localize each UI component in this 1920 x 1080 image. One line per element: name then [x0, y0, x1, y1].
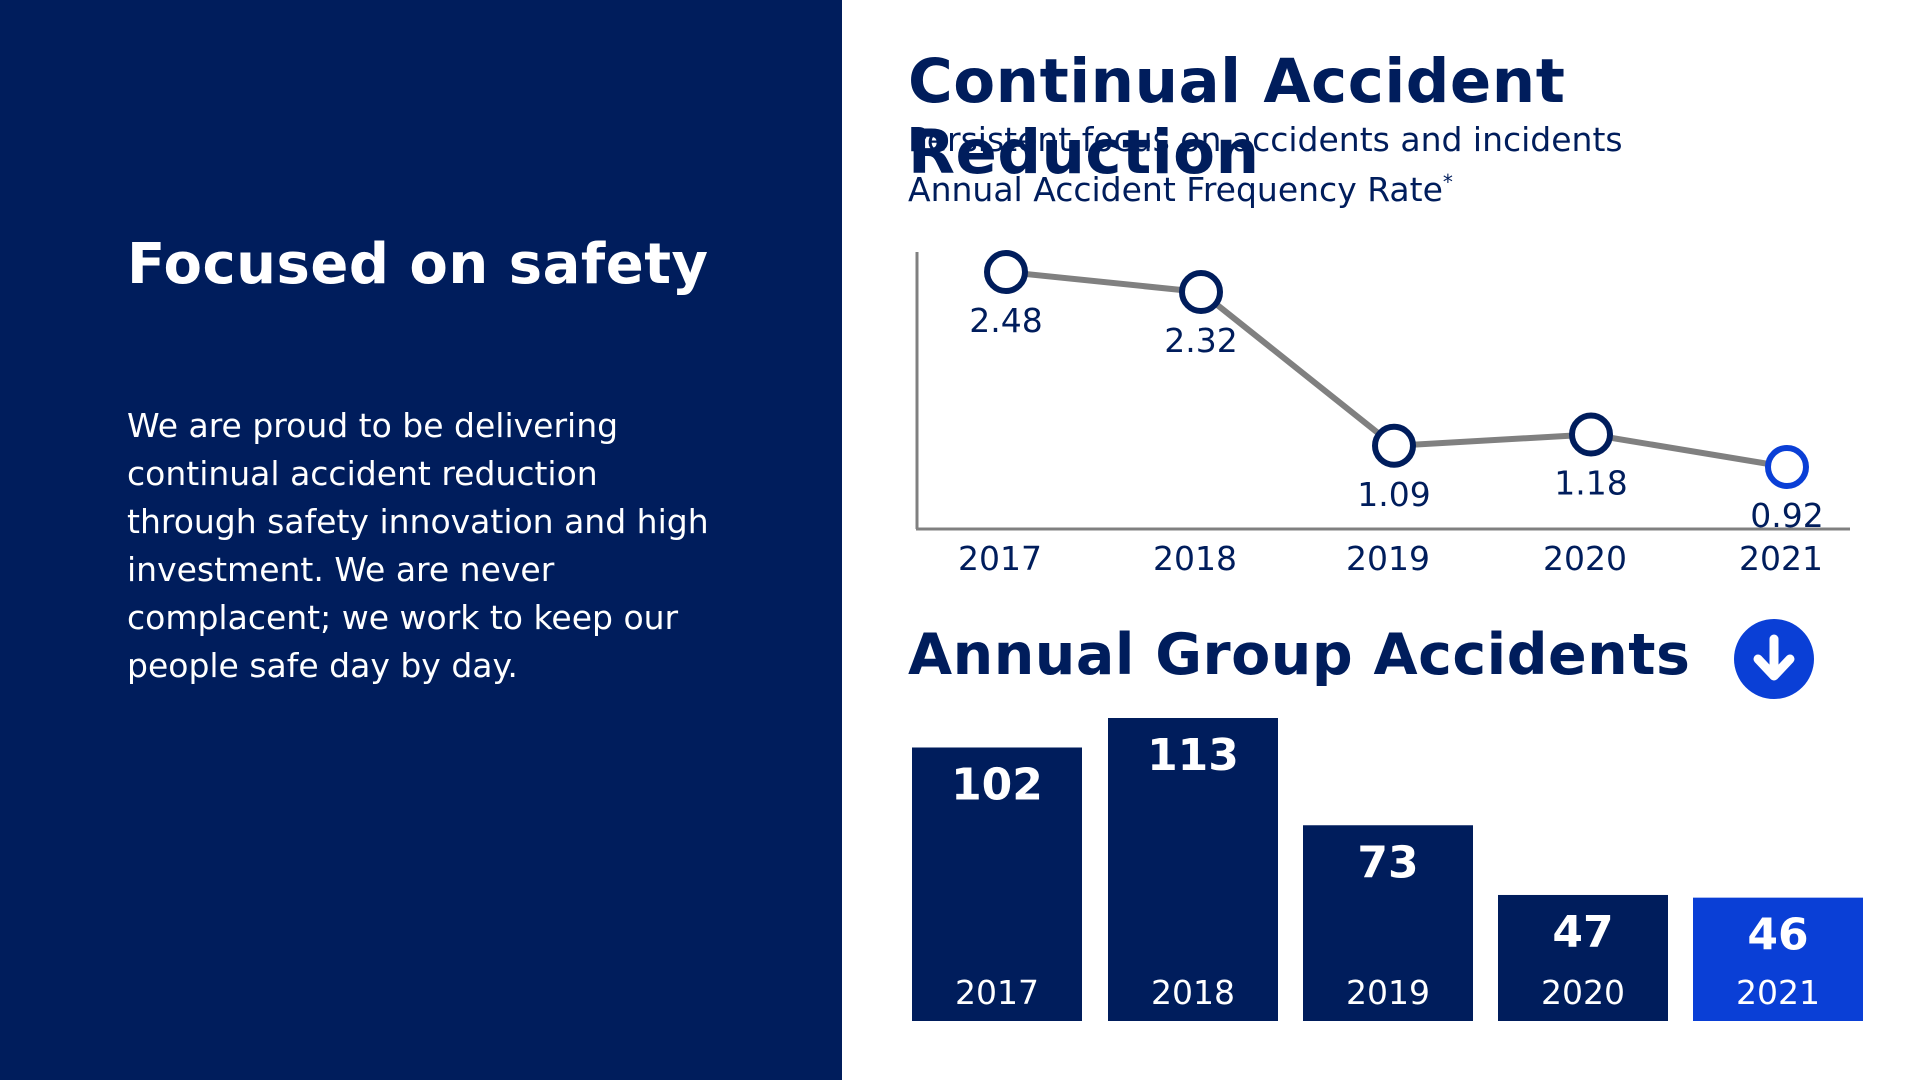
bar-value-label: 102: [951, 759, 1043, 810]
bar-value-label: 46: [1747, 910, 1808, 961]
bar-category-label: 2019: [1346, 973, 1430, 1012]
bar-chart-title: Annual Group Accidents: [908, 622, 1691, 688]
bar-value-label: 47: [1552, 907, 1613, 958]
page-title: Continual Accident Reduction: [908, 46, 1566, 188]
line-x-tick-label: 2019: [1346, 539, 1430, 578]
bar: [1693, 897, 1863, 1021]
line-data-label: 1.09: [1357, 475, 1430, 514]
bar: [1498, 894, 1668, 1021]
line-x-tick-label: 2020: [1543, 539, 1627, 578]
bar: [1108, 718, 1278, 1021]
line-data-label: 2.32: [1164, 321, 1237, 360]
left-title: Focused on safety: [127, 232, 709, 297]
bar: [912, 747, 1082, 1021]
left-panel: Focused on safety We are proud to be del…: [0, 0, 842, 1080]
line-point: [1765, 445, 1809, 489]
line-data-label: 2.48: [969, 301, 1042, 340]
line-point: [1179, 270, 1223, 314]
bar: [1303, 825, 1473, 1021]
line-point: [984, 250, 1028, 294]
line-point: [1372, 423, 1416, 468]
bar-value-label: 73: [1357, 837, 1418, 888]
footnote-marker: *: [1442, 170, 1453, 194]
line-x-tick-label: 2017: [958, 539, 1042, 578]
arrow-down-glyph: [1753, 634, 1795, 681]
bar-category-label: 2020: [1541, 973, 1625, 1012]
line-chart-title: Annual Accident Frequency Rate*: [908, 170, 1453, 209]
line-data-label: 1.18: [1554, 464, 1627, 503]
arrow-down-icon: [1734, 619, 1814, 699]
page-subtitle: Persistent focus on accidents and incide…: [908, 120, 1623, 159]
line-point: [1569, 412, 1613, 457]
bar-value-label: 113: [1147, 730, 1239, 781]
bar-category-label: 2017: [955, 973, 1039, 1012]
bar-category-label: 2018: [1151, 973, 1235, 1012]
line-chart-title-text: Annual Accident Frequency Rate: [908, 170, 1443, 209]
line-x-tick-label: 2018: [1153, 539, 1237, 578]
line-data-label: 0.92: [1750, 496, 1823, 535]
left-body-text: We are proud to be delivering continual …: [127, 406, 709, 685]
bar-category-label: 2021: [1736, 973, 1820, 1012]
line-x-tick-label: 2021: [1739, 539, 1823, 578]
